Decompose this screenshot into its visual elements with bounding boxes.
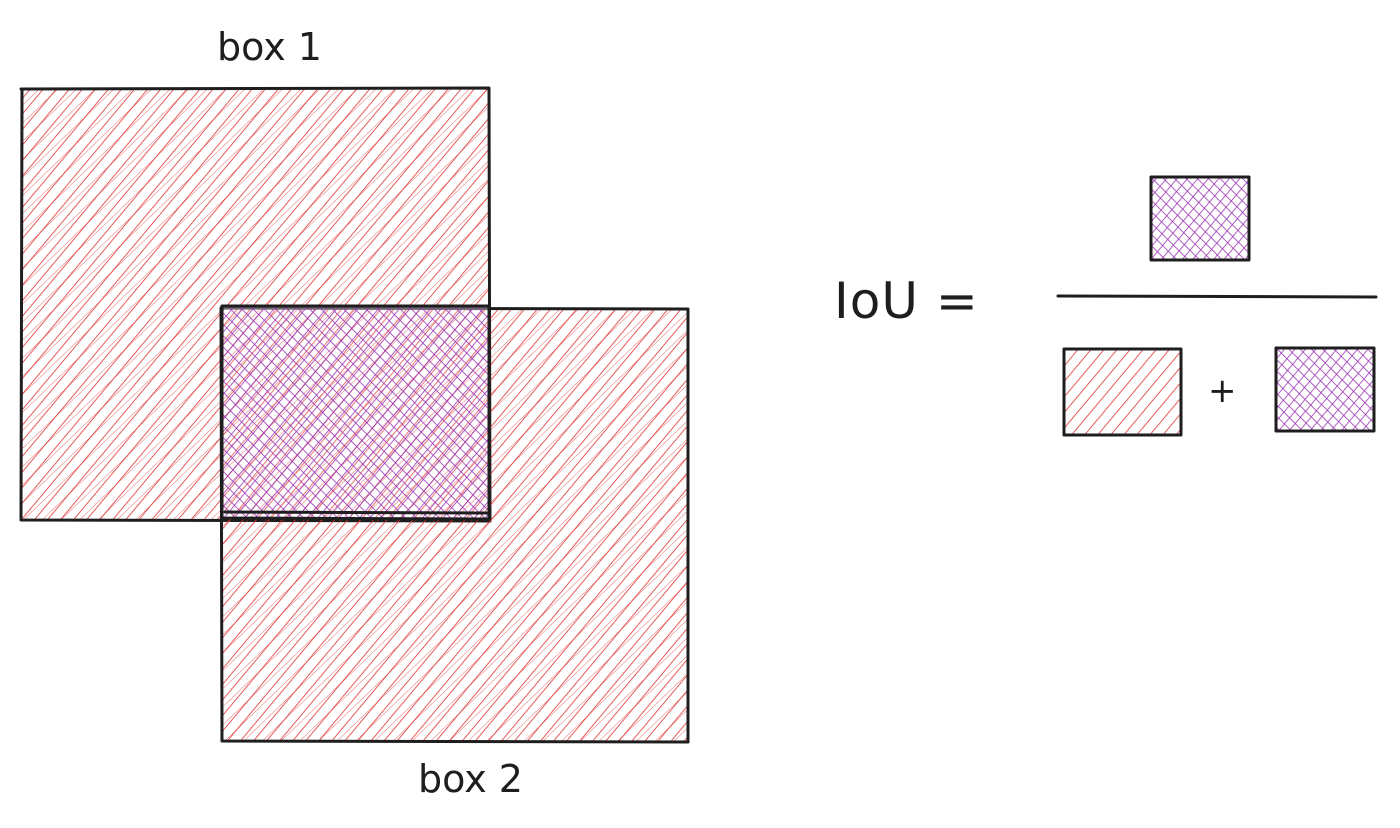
intersection-area [220,304,491,521]
numerator-intersection-swatch [1149,175,1251,262]
denominator-intersection-swatch [1274,346,1376,433]
fraction-bar [1056,294,1378,299]
box-1-label: box 1 [217,25,322,69]
box-2-label: box 2 [418,757,523,801]
plus-sign: + [1208,371,1237,411]
iou-equation-label: IoU = [834,272,979,330]
denominator-union-swatch [1062,347,1183,437]
